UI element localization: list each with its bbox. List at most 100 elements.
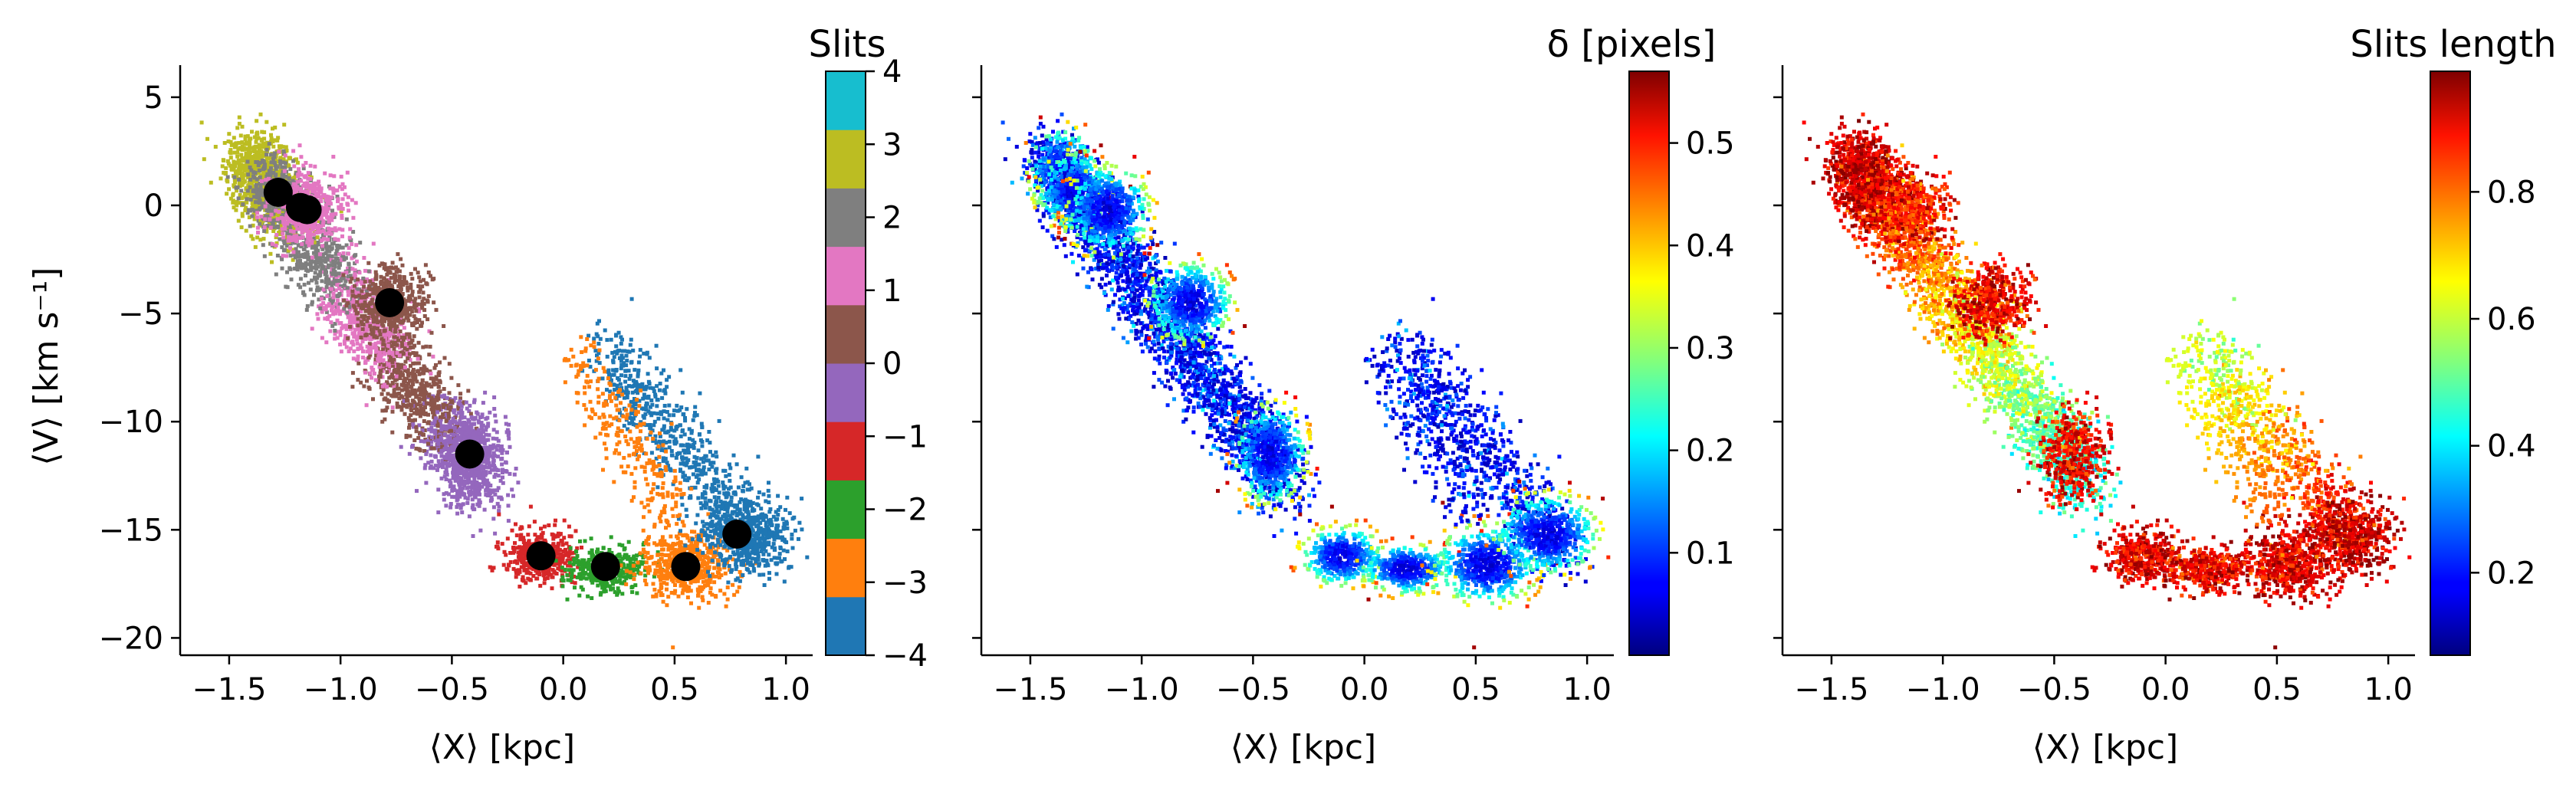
data-point xyxy=(261,198,266,202)
data-point xyxy=(407,422,412,427)
data-point xyxy=(405,398,409,403)
data-point xyxy=(251,170,256,175)
data-point xyxy=(422,419,426,423)
data-point xyxy=(275,138,280,143)
data-point xyxy=(442,497,446,502)
data-point xyxy=(331,259,336,264)
data-point xyxy=(280,210,284,215)
data-point xyxy=(328,186,333,191)
data-point xyxy=(258,156,263,159)
data-point xyxy=(396,368,401,372)
data-point xyxy=(411,351,416,356)
data-point xyxy=(452,442,456,447)
data-point xyxy=(560,556,565,560)
data-point xyxy=(278,219,283,224)
data-point xyxy=(330,246,334,251)
data-point xyxy=(227,187,232,192)
data-point xyxy=(344,303,349,308)
data-point xyxy=(331,312,336,317)
data-point xyxy=(359,310,363,313)
data-point xyxy=(364,403,369,408)
data-point xyxy=(342,185,347,189)
data-point xyxy=(281,216,285,221)
data-point xyxy=(440,444,445,449)
data-point xyxy=(234,208,238,212)
data-point xyxy=(427,329,432,333)
data-point xyxy=(347,320,352,325)
data-point xyxy=(334,308,338,313)
data-point xyxy=(418,392,422,397)
data-point xyxy=(488,454,493,458)
data-point xyxy=(348,326,353,331)
data-point xyxy=(387,280,392,284)
data-point xyxy=(402,312,407,317)
data-point xyxy=(251,179,256,183)
data-point xyxy=(485,480,489,485)
data-point xyxy=(430,277,435,282)
data-point xyxy=(366,286,371,290)
data-point xyxy=(485,415,490,420)
data-point xyxy=(232,159,236,164)
data-point xyxy=(253,192,258,197)
data-point xyxy=(384,278,389,283)
data-point xyxy=(336,238,340,242)
data-point xyxy=(484,465,488,470)
data-point xyxy=(324,274,329,279)
data-point xyxy=(460,430,464,435)
data-point xyxy=(258,143,263,148)
data-point xyxy=(359,295,363,300)
data-point xyxy=(241,157,245,162)
data-point xyxy=(409,363,412,368)
data-point xyxy=(498,448,503,453)
data-point xyxy=(271,175,275,180)
data-point xyxy=(411,444,415,448)
data-point xyxy=(233,164,238,169)
data-point xyxy=(407,451,412,456)
data-point xyxy=(307,229,312,234)
data-point xyxy=(461,426,465,431)
data-point xyxy=(368,350,372,355)
data-point xyxy=(321,219,326,224)
data-point xyxy=(294,189,299,193)
data-point xyxy=(262,225,267,230)
data-point xyxy=(396,333,401,336)
data-point xyxy=(452,488,457,492)
data-point xyxy=(354,290,359,295)
data-point xyxy=(429,459,434,464)
data-point xyxy=(305,181,310,185)
data-point xyxy=(388,320,393,325)
data-point xyxy=(406,337,410,342)
data-point xyxy=(429,372,433,376)
data-point xyxy=(273,125,278,130)
data-point xyxy=(392,320,396,325)
data-point xyxy=(405,347,409,352)
data-point xyxy=(347,208,351,213)
data-point xyxy=(234,170,238,175)
data-point xyxy=(335,336,340,340)
data-point xyxy=(527,577,532,582)
data-point xyxy=(248,198,253,202)
data-point xyxy=(411,374,416,379)
data-point xyxy=(400,311,404,316)
data-point xyxy=(360,306,365,310)
data-point xyxy=(382,332,386,336)
data-point xyxy=(337,271,341,276)
data-point xyxy=(420,306,425,310)
data-point xyxy=(330,241,334,246)
data-point xyxy=(310,189,315,194)
data-point xyxy=(323,171,327,175)
data-point xyxy=(503,460,508,464)
data-point xyxy=(415,394,419,398)
data-point xyxy=(436,459,441,464)
data-point xyxy=(462,415,467,420)
data-point xyxy=(262,229,267,233)
data-point xyxy=(321,301,326,305)
data-point xyxy=(419,456,423,461)
data-point xyxy=(514,575,518,579)
data-point xyxy=(318,306,323,310)
data-point xyxy=(317,257,321,262)
data-point xyxy=(382,362,386,367)
data-point xyxy=(256,136,261,140)
data-point xyxy=(321,287,326,292)
data-point xyxy=(248,153,252,158)
